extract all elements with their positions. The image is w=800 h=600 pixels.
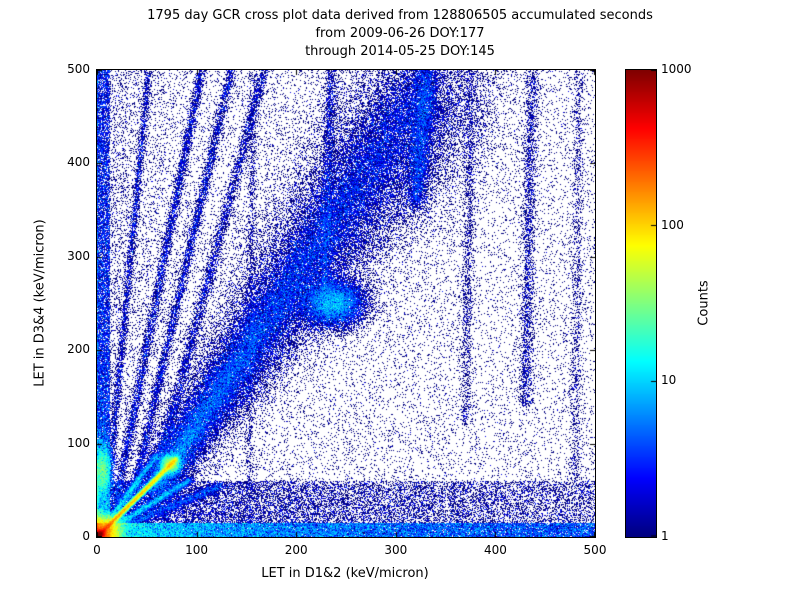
colorbar-gradient-canvas xyxy=(626,70,656,537)
y-tick-label: 300 xyxy=(67,248,90,263)
x-tick-label: 0 xyxy=(93,543,101,557)
y-tick-label: 200 xyxy=(67,342,90,357)
colorbar-tick-label: 10 xyxy=(661,373,677,388)
colorbar xyxy=(625,69,657,538)
y-tick-label: 0 xyxy=(82,529,90,543)
x-axis-label: LET in D1&2 (keV/micron) xyxy=(261,566,429,581)
plot-title: 1795 day GCR cross plot data derived fro… xyxy=(147,8,653,23)
x-tick-label: 100 xyxy=(185,543,209,557)
colorbar-tick-label: 1 xyxy=(661,529,669,543)
x-tick-label: 300 xyxy=(384,543,408,557)
y-axis-label: LET in D3&4 (keV/micron) xyxy=(32,219,48,387)
colorbar-label: Counts xyxy=(696,280,712,326)
scatter-heatmap-canvas xyxy=(97,70,595,537)
plot-subtitle-from: from 2009-06-26 DOY:177 xyxy=(315,26,485,41)
y-tick-label: 500 xyxy=(67,62,90,76)
colorbar-tick-label: 1000 xyxy=(661,62,692,76)
plot-subtitle-through: through 2014-05-25 DOY:145 xyxy=(305,44,495,59)
y-tick-label: 100 xyxy=(67,435,90,450)
x-tick-label: 500 xyxy=(583,543,607,557)
colorbar-tick-label: 100 xyxy=(661,217,684,232)
plot-area xyxy=(96,69,596,538)
x-tick-label: 400 xyxy=(483,543,507,557)
y-tick-label: 400 xyxy=(67,155,90,170)
x-tick-label: 200 xyxy=(284,543,308,557)
